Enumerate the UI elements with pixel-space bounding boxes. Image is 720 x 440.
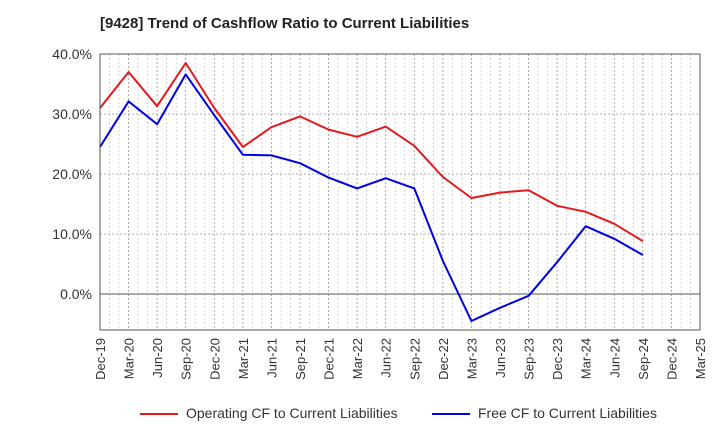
x-tick-label: Sep-20 (179, 338, 194, 380)
x-tick-label: Dec-21 (322, 338, 337, 380)
legend-item-operating-cf: Operating CF to Current Liabilities (140, 405, 398, 421)
x-tick-label: Jun-23 (493, 338, 508, 378)
series-line-free-cf (99, 73, 644, 322)
legend-swatch-operating-cf (140, 413, 178, 416)
x-tick-label: Dec-23 (550, 338, 565, 380)
plot-frame (99, 53, 701, 331)
x-tick-label: Mar-21 (236, 338, 251, 379)
legend-item-free-cf: Free CF to Current Liabilities (432, 405, 657, 421)
y-tick-label: 10.0% (52, 226, 92, 242)
x-tick-label: Dec-19 (93, 338, 108, 380)
legend-label-operating-cf: Operating CF to Current Liabilities (186, 405, 398, 421)
x-tick-label: Mar-23 (464, 338, 479, 379)
x-tick-label: Jun-24 (607, 338, 622, 378)
y-tick-label: 20.0% (52, 166, 92, 182)
x-tick-label: Jun-22 (379, 338, 394, 378)
y-tick-label: 40.0% (52, 46, 92, 62)
x-tick-label: Mar-22 (350, 338, 365, 379)
x-tick-labels: Dec-19 Mar-20 Jun-20 Sep-20 Dec-20 Mar-21 Jun-… (93, 338, 708, 380)
legend: Operating CF to Current Liabilities Free… (0, 405, 720, 425)
series-line-operating-cf (99, 62, 644, 243)
x-tick-label: Mar-20 (122, 338, 137, 379)
x-tick-label: Sep-24 (636, 338, 651, 380)
legend-label-free-cf: Free CF to Current Liabilities (478, 405, 657, 421)
x-tick-label: Sep-23 (522, 338, 537, 380)
x-tick-label: Mar-24 (579, 338, 594, 379)
y-tick-labels: 40.0% 30.0% 20.0% 10.0% 0.0% (52, 46, 92, 302)
axes (99, 53, 701, 331)
x-tick-label: Dec-20 (207, 338, 222, 380)
grid-lines (99, 53, 701, 330)
y-tick-label: 0.0% (60, 286, 92, 302)
x-tick-label: Dec-24 (664, 338, 679, 380)
x-tick-label: Sep-22 (407, 338, 422, 380)
legend-swatch-free-cf (432, 413, 470, 416)
x-tick-label: Jun-21 (264, 338, 279, 378)
x-tick-label: Dec-22 (436, 338, 451, 380)
y-tick-label: 30.0% (52, 106, 92, 122)
x-tick-label: Sep-21 (293, 338, 308, 380)
x-tick-label: Jun-20 (150, 338, 165, 378)
x-tick-label: Mar-25 (693, 338, 708, 379)
chart-title: [9428] Trend of Cashflow Ratio to Curren… (100, 15, 470, 32)
series-layer (99, 62, 644, 322)
